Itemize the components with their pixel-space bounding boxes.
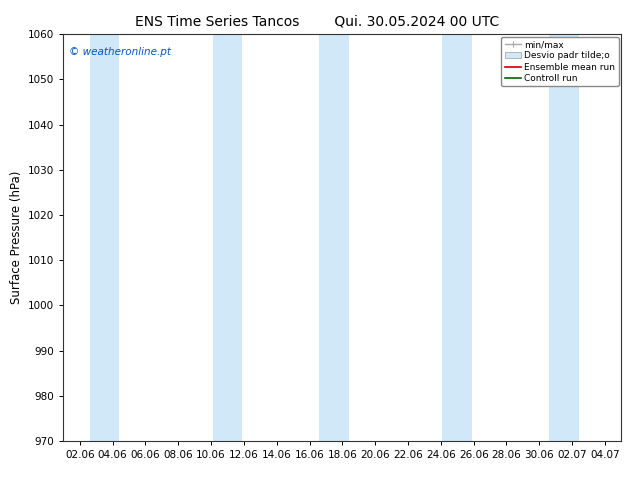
Bar <box>89 34 119 441</box>
Y-axis label: Surface Pressure (hPa): Surface Pressure (hPa) <box>10 171 23 304</box>
Bar <box>213 34 242 441</box>
Bar <box>443 34 472 441</box>
Text: ENS Time Series Tancos        Qui. 30.05.2024 00 UTC: ENS Time Series Tancos Qui. 30.05.2024 0… <box>135 15 499 29</box>
Text: © weatheronline.pt: © weatheronline.pt <box>69 47 171 56</box>
Bar <box>320 34 349 441</box>
Bar <box>549 34 579 441</box>
Legend: min/max, Desvio padr tilde;o, Ensemble mean run, Controll run: min/max, Desvio padr tilde;o, Ensemble m… <box>501 37 619 86</box>
